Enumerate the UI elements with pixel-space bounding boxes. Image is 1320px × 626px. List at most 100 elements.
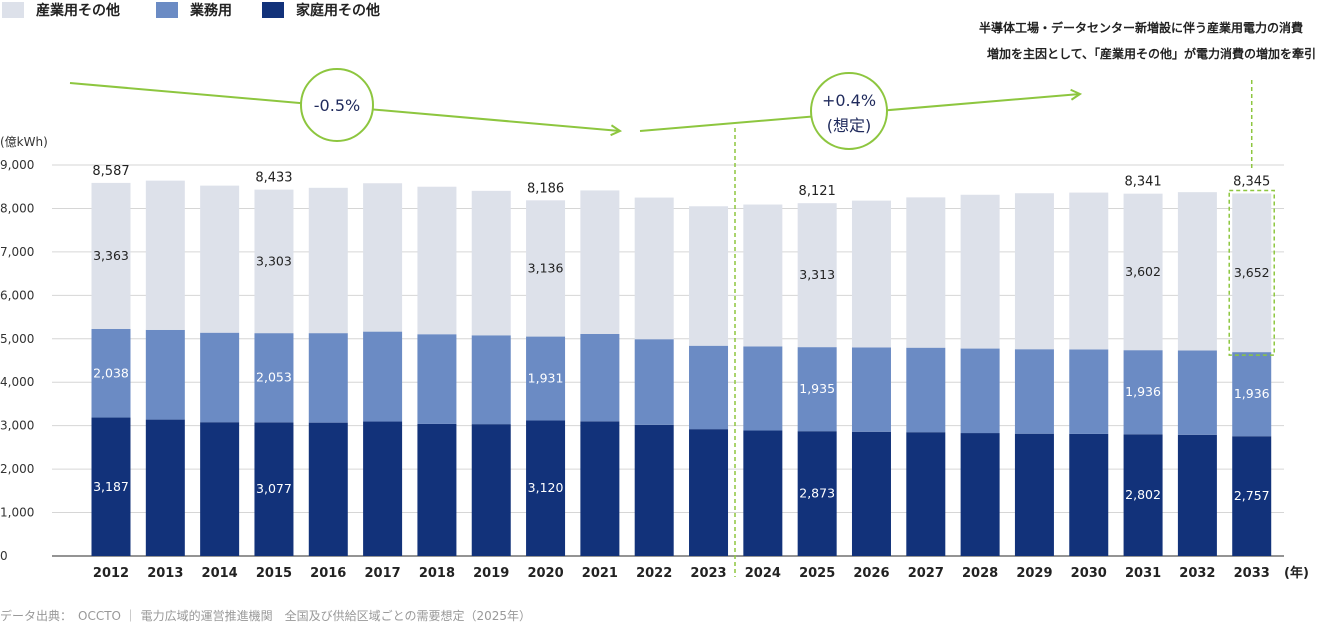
y-axis-unit-label: (億kWh) <box>0 135 48 149</box>
total-label-2025: 8,121 <box>799 184 836 199</box>
x-axis-tick-labels: 2012 2013 2014 2015 2016 2017 2018 2019 2020 2021… <box>93 566 1270 581</box>
x-tick-label-2022: 2022 <box>636 566 672 581</box>
bar-segment-industrial-2031 <box>1123 193 1163 351</box>
bar-segment-commercial-2024 <box>743 346 783 431</box>
total-label-2020: 8,186 <box>527 181 564 196</box>
bar-segment-commercial-2017 <box>363 331 403 422</box>
bar-segment-residential-2025 <box>797 431 837 556</box>
bar-segment-commercial-2018 <box>417 334 457 424</box>
segment-label-residential-2025: 2,873 <box>799 486 835 501</box>
segment-label-commercial-2025: 1,935 <box>799 381 835 396</box>
bar-segment-industrial-2023 <box>689 206 729 346</box>
x-tick-label-2021: 2021 <box>582 566 618 581</box>
bar-segment-commercial-2020 <box>526 336 566 421</box>
x-tick-label-2024: 2024 <box>745 566 781 581</box>
bar-segment-commercial-2033 <box>1232 352 1272 437</box>
bar-segment-residential-2014 <box>200 422 240 556</box>
y-tick-label: 3,000 <box>0 419 34 433</box>
bar-segment-industrial-2026 <box>851 200 891 348</box>
y-tick-label: 8,000 <box>0 201 34 215</box>
bar-segment-commercial-2013 <box>145 329 185 420</box>
bar-segment-residential-2029 <box>1014 433 1054 556</box>
bar-segment-residential-2027 <box>906 432 946 556</box>
bar-segment-residential-2032 <box>1177 434 1217 556</box>
x-tick-label-2023: 2023 <box>690 566 726 581</box>
segment-label-industrial-2015: 3,303 <box>256 253 292 268</box>
y-axis-tick-labels: 0 1,000 2,000 3,000 4,000 5,000 6,000 7,000 8,00… <box>0 158 34 563</box>
bar-segment-residential-2022 <box>634 424 674 556</box>
segment-label-industrial-2012: 3,363 <box>93 248 129 263</box>
total-label-2015: 8,433 <box>255 171 292 186</box>
bar-segment-industrial-2012 <box>91 182 131 330</box>
x-tick-label-2019: 2019 <box>473 566 509 581</box>
bar-segment-commercial-2023 <box>689 345 729 430</box>
legend-swatch-industrial <box>2 2 24 18</box>
bar-segment-industrial-2025 <box>797 203 837 348</box>
past-trend-rate: -0.5% <box>314 96 360 115</box>
segment-label-industrial-2033: 3,652 <box>1234 265 1270 280</box>
x-tick-label-2028: 2028 <box>962 566 998 581</box>
segment-label-residential-2015: 3,077 <box>256 481 292 496</box>
bar-segment-commercial-2019 <box>471 335 511 425</box>
legend-label-commercial: 業務用 <box>189 2 232 19</box>
bar-segment-commercial-2015 <box>254 333 294 423</box>
y-tick-label: 5,000 <box>0 332 34 346</box>
legend-swatch-residential <box>262 2 284 18</box>
bar-segment-industrial-2030 <box>1069 192 1109 350</box>
y-tick-label: 7,000 <box>0 245 34 259</box>
segment-label-industrial-2031: 3,602 <box>1125 264 1161 279</box>
total-label-2033: 8,345 <box>1233 174 1270 189</box>
bar-segment-commercial-2012 <box>91 329 131 418</box>
bar-segment-industrial-2029 <box>1014 193 1054 350</box>
segment-label-commercial-2033: 1,936 <box>1234 386 1270 401</box>
bar-segment-residential-2033 <box>1232 436 1272 556</box>
bar-segment-commercial-2016 <box>308 333 348 423</box>
data-source: データ出典： OCCTO ｜ 電力広域的運営推進機関 全国及び供給区域ごとの需要… <box>0 608 531 623</box>
bar-segment-industrial-2015 <box>254 189 294 334</box>
x-tick-label-2030: 2030 <box>1071 566 1107 581</box>
bar-segment-residential-2030 <box>1069 433 1109 556</box>
bar-segment-industrial-2024 <box>743 204 783 347</box>
y-tick-label: 6,000 <box>0 288 34 302</box>
segment-label-commercial-2020: 1,931 <box>528 371 564 386</box>
bar-segment-industrial-2028 <box>960 194 1000 349</box>
bar-segment-industrial-2016 <box>308 187 348 334</box>
bar-segment-residential-2013 <box>145 419 185 556</box>
bar-segment-commercial-2031 <box>1123 350 1163 435</box>
past-trend-bubble: -0.5% <box>300 68 374 142</box>
x-tick-label-2016: 2016 <box>310 566 346 581</box>
bar-segment-commercial-2022 <box>634 339 674 425</box>
segment-label-residential-2012: 3,187 <box>93 479 129 494</box>
bar-segment-industrial-2014 <box>200 185 240 333</box>
bar-segment-industrial-2027 <box>906 197 946 348</box>
bar-segment-residential-2015 <box>254 422 294 556</box>
future-trend-bubble: +0.4% (想定) <box>810 72 888 150</box>
bar-segment-commercial-2026 <box>851 347 891 432</box>
x-tick-label-2027: 2027 <box>908 566 944 581</box>
total-labels: 8,587 8,433 8,186 8,121 8,341 8,345 <box>92 164 1270 199</box>
bar-segment-commercial-2030 <box>1069 349 1109 434</box>
x-tick-label-2017: 2017 <box>365 566 401 581</box>
x-tick-label-2020: 2020 <box>527 566 563 581</box>
bars <box>91 180 1272 556</box>
bar-segment-residential-2018 <box>417 423 457 556</box>
bar-segment-commercial-2028 <box>960 348 1000 434</box>
x-tick-label-2029: 2029 <box>1016 566 1052 581</box>
segment-label-industrial-2020: 3,136 <box>528 260 564 275</box>
y-tick-label: 4,000 <box>0 375 34 389</box>
bar-segment-commercial-2032 <box>1177 350 1217 435</box>
bar-segment-residential-2028 <box>960 433 1000 556</box>
bar-segment-industrial-2017 <box>363 183 403 332</box>
legend-label-industrial: 産業用その他 <box>36 2 120 19</box>
future-trend-rate: +0.4% <box>822 91 876 110</box>
segment-label-residential-2020: 3,120 <box>528 480 564 495</box>
bar-segment-residential-2024 <box>743 430 783 556</box>
bar-segment-commercial-2021 <box>580 333 620 422</box>
bar-segment-industrial-2033 <box>1232 193 1272 353</box>
segment-label-commercial-2031: 1,936 <box>1125 384 1161 399</box>
bar-segment-industrial-2018 <box>417 186 457 335</box>
total-label-2031: 8,341 <box>1124 175 1161 190</box>
segment-labels: 3,187 2,038 3,363 3,077 2,053 3,303 3,120 1,931… <box>93 248 1270 503</box>
bar-segment-industrial-2022 <box>634 197 674 340</box>
bar-segment-industrial-2020 <box>526 200 566 337</box>
